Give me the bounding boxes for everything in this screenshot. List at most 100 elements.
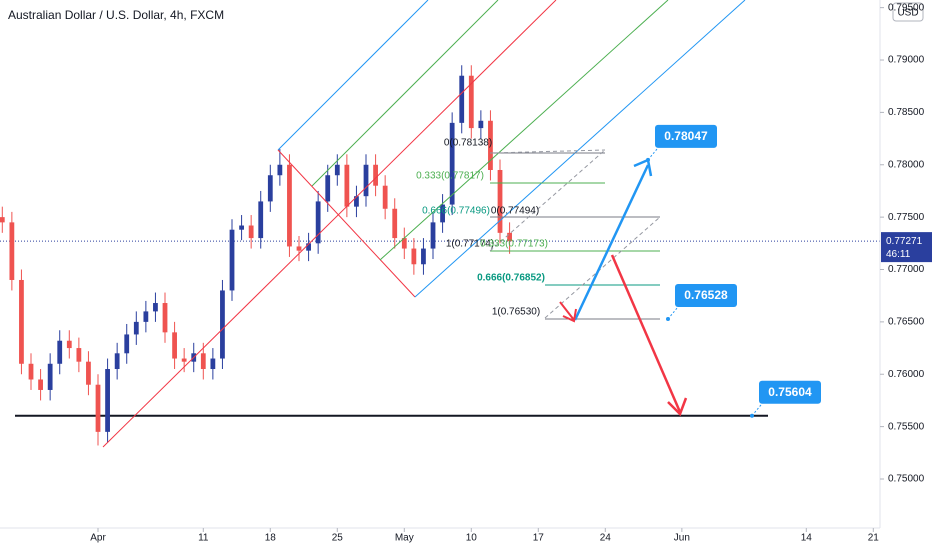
y-tick-label: 0.78500 bbox=[888, 107, 925, 118]
fib-label: 0.666(0.77496) bbox=[422, 206, 490, 217]
candle-body bbox=[181, 358, 187, 362]
x-tick-label: Apr bbox=[90, 533, 106, 544]
x-tick-label: Jun bbox=[674, 533, 690, 544]
candle-body bbox=[421, 248, 426, 265]
callout-connector bbox=[647, 147, 659, 161]
candle-body bbox=[162, 303, 168, 333]
candle-body bbox=[86, 361, 91, 385]
candle-body bbox=[258, 201, 264, 239]
candle-body bbox=[488, 120, 493, 170]
fib-label: 1(0.76530) bbox=[492, 307, 540, 318]
x-tick-label: May bbox=[395, 533, 414, 544]
candle-body bbox=[344, 164, 350, 207]
candle-body bbox=[172, 332, 177, 359]
candle-body bbox=[507, 232, 512, 242]
x-tick-label: 10 bbox=[466, 533, 478, 544]
pitchfork-median bbox=[102, 0, 557, 448]
fib-label: 0(0.78138) bbox=[444, 138, 492, 149]
candle-body bbox=[210, 358, 216, 370]
fib-trend bbox=[544, 216, 661, 319]
candle-body bbox=[306, 243, 311, 251]
x-tick-label: 17 bbox=[533, 533, 545, 544]
candle-body bbox=[248, 225, 254, 239]
candle-body bbox=[277, 164, 283, 176]
fib-label: 0.333(0.77173) bbox=[480, 239, 548, 250]
currency-box[interactable] bbox=[892, 2, 924, 22]
candle-body bbox=[459, 75, 465, 123]
arrow-down bbox=[559, 301, 575, 321]
currency[interactable]: USD bbox=[897, 8, 918, 19]
candle-body bbox=[449, 122, 455, 205]
candle-body bbox=[334, 164, 340, 176]
candle-body bbox=[478, 120, 484, 129]
candle-body bbox=[200, 353, 206, 370]
fib-label: 0.333(0.77817) bbox=[416, 171, 484, 182]
arrow-down bbox=[610, 254, 682, 413]
candle-body bbox=[105, 369, 110, 432]
pitchfork-line bbox=[414, 0, 746, 298]
candle-body bbox=[267, 175, 273, 202]
fib-trend bbox=[489, 149, 606, 252]
current-price-box bbox=[881, 232, 932, 263]
candle-body bbox=[497, 169, 503, 233]
candle-body bbox=[220, 290, 225, 359]
candle-body bbox=[229, 229, 235, 291]
callout-connector bbox=[667, 306, 679, 320]
candle-body bbox=[373, 164, 378, 186]
callout-label: 0.78047 bbox=[664, 129, 708, 143]
candle-body bbox=[153, 303, 158, 312]
y-tick-label: 0.76500 bbox=[888, 317, 925, 328]
y-tick-label: 0.75000 bbox=[888, 474, 925, 485]
callout-point bbox=[646, 157, 650, 162]
chart-title[interactable]: Australian Dollar / U.S. Dollar, 4h, FXC… bbox=[8, 8, 224, 22]
current-price: 0.77271 bbox=[886, 236, 923, 247]
callout-label: 0.76528 bbox=[684, 288, 728, 302]
arrow-up bbox=[573, 164, 650, 321]
pitchfork-line bbox=[277, 0, 429, 151]
candle-body bbox=[76, 348, 82, 362]
pitchfork-line bbox=[379, 0, 669, 261]
candle-body bbox=[430, 222, 436, 249]
fib-label: 0.666(0.76852) bbox=[477, 273, 545, 284]
fib-label: 0(0.77494) bbox=[491, 206, 539, 217]
pitchfork-line bbox=[311, 0, 499, 187]
countdown: 46:11 bbox=[886, 249, 911, 260]
arrow-head bbox=[667, 397, 688, 417]
arrow-head bbox=[562, 308, 577, 323]
candle-body bbox=[47, 363, 53, 390]
candle-body bbox=[411, 248, 417, 265]
x-tick-label: 25 bbox=[332, 533, 344, 544]
y-tick-label: 0.77000 bbox=[888, 264, 925, 275]
candle-body bbox=[0, 217, 5, 223]
callout-point bbox=[666, 316, 670, 321]
candle-body bbox=[239, 225, 244, 230]
y-tick-label: 0.79500 bbox=[888, 2, 925, 13]
fib-label: 1(0.77174) bbox=[446, 239, 494, 250]
candle-body bbox=[38, 379, 43, 390]
candle-body bbox=[401, 238, 407, 249]
candle-body bbox=[57, 340, 63, 364]
callout-connector bbox=[751, 403, 763, 417]
arrow-head bbox=[633, 158, 653, 177]
y-tick-label: 0.76000 bbox=[888, 369, 925, 380]
y-tick-label: 0.78000 bbox=[888, 159, 925, 170]
candle-body bbox=[143, 311, 149, 322]
candle-body bbox=[468, 75, 474, 129]
callout-label: 0.75604 bbox=[768, 385, 812, 399]
drawings: 0(0.78138) 0.333(0.77817) 0.666(0.77496)… bbox=[102, 0, 746, 448]
candle-body bbox=[133, 321, 139, 335]
callout-box bbox=[759, 380, 821, 404]
candle-body bbox=[19, 279, 24, 364]
x-tick-label: 11 bbox=[198, 533, 209, 544]
candle-body bbox=[325, 175, 331, 202]
candle-body bbox=[382, 185, 388, 209]
callout-box bbox=[655, 124, 717, 148]
x-tick-label: 21 bbox=[868, 533, 880, 544]
candle-body bbox=[354, 196, 359, 207]
candle-body bbox=[66, 340, 72, 349]
fib-trend bbox=[489, 149, 606, 154]
y-tick-label: 0.79000 bbox=[888, 55, 925, 66]
callout-box bbox=[675, 283, 737, 307]
callout-point bbox=[750, 413, 754, 418]
